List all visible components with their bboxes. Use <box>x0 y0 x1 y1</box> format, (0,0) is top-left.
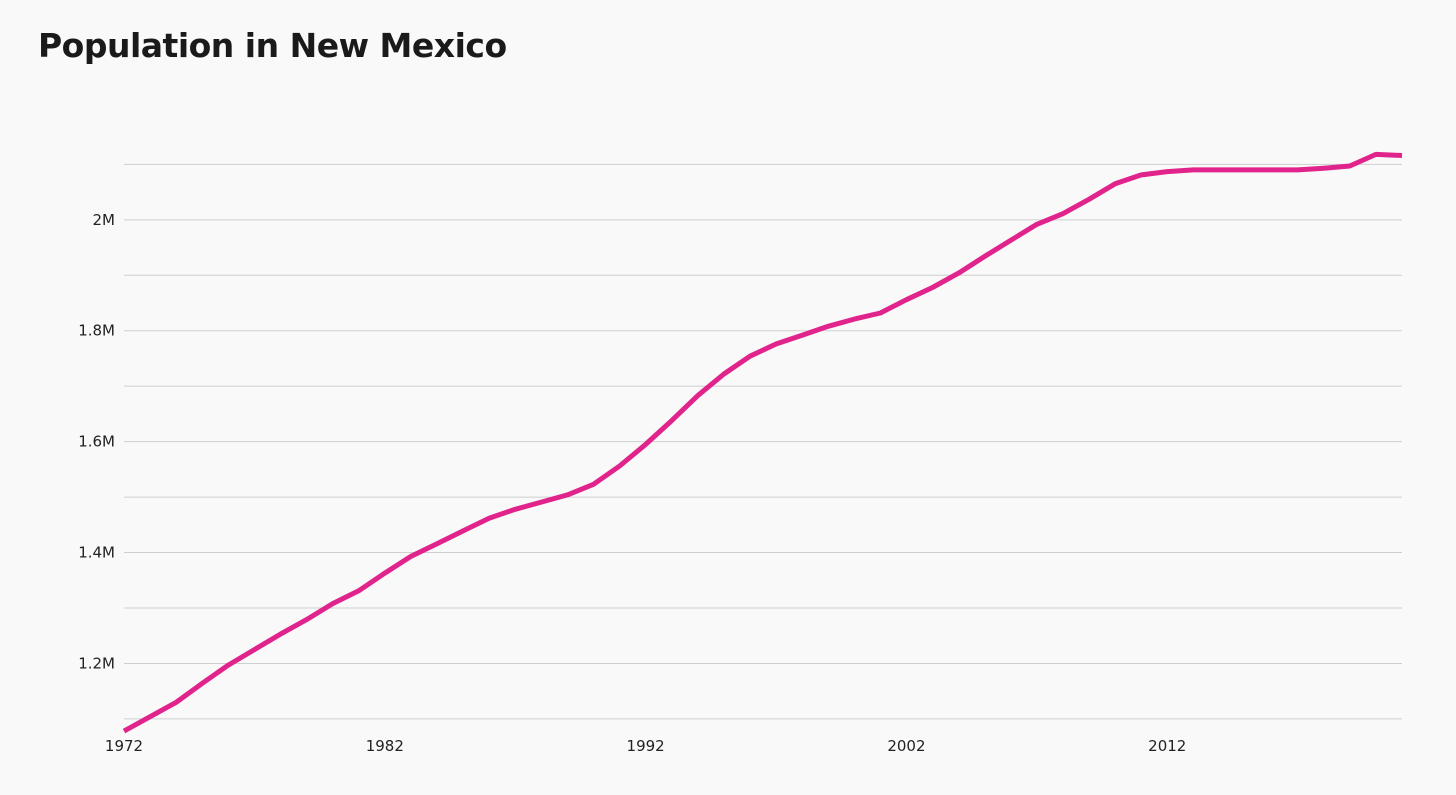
series-lines <box>122 151 1403 734</box>
y-tick-label: 2M <box>93 211 116 229</box>
x-tick-label: 1982 <box>366 737 404 755</box>
y-tick-label: 1.8M <box>78 322 115 340</box>
x-tick-label: 1992 <box>627 737 665 755</box>
x-axis-tick-labels: 1972 1982 1992 2002 2012 <box>105 737 1186 755</box>
y-tick-label: 1.2M <box>78 654 115 672</box>
x-tick-label: 2012 <box>1148 737 1186 755</box>
x-tick-label: 2002 <box>887 737 925 755</box>
y-axis-tick-labels: 1.2M 1.4M 1.6M 1.8M 2M <box>78 211 115 673</box>
y-tick-label: 1.6M <box>78 433 115 451</box>
y-tick-label: 1.4M <box>78 544 115 562</box>
population-series-line <box>122 151 1403 734</box>
chart-title: Population in New Mexico <box>38 26 507 65</box>
gridlines <box>124 163 1402 720</box>
x-tick-label: 1972 <box>105 737 143 755</box>
